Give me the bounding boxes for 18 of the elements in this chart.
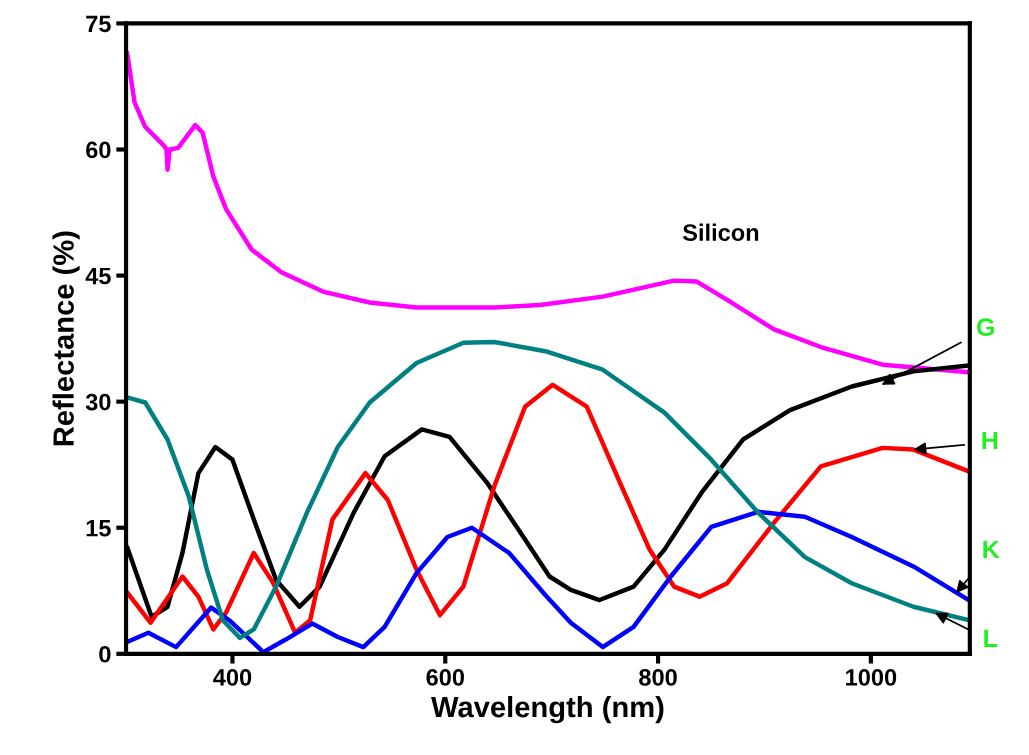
x-tick-label: 600 (426, 669, 464, 686)
y-tick-label: 75 (86, 15, 111, 33)
annotation: K (983, 540, 1000, 559)
annotation: Silicon (682, 223, 759, 241)
x-tick-label: 800 (639, 669, 677, 686)
y-tick-label: 60 (86, 141, 111, 159)
y-tick-label: 0 (99, 645, 111, 663)
y-tick-label: 30 (85, 393, 111, 411)
y-tick-label: 15 (86, 520, 111, 537)
y-axis-title: Reflectance (%) (52, 231, 80, 446)
x-tick-label: 1000 (846, 669, 897, 686)
annotation: H (982, 431, 998, 450)
x-axis-title: Wavelength (nm) (431, 695, 664, 724)
annotation: L (984, 629, 998, 647)
annotation: G (976, 318, 994, 336)
line-series (126, 50, 970, 375)
x-tick-label: 400 (213, 669, 252, 686)
y-tick-label: 45 (85, 267, 111, 285)
